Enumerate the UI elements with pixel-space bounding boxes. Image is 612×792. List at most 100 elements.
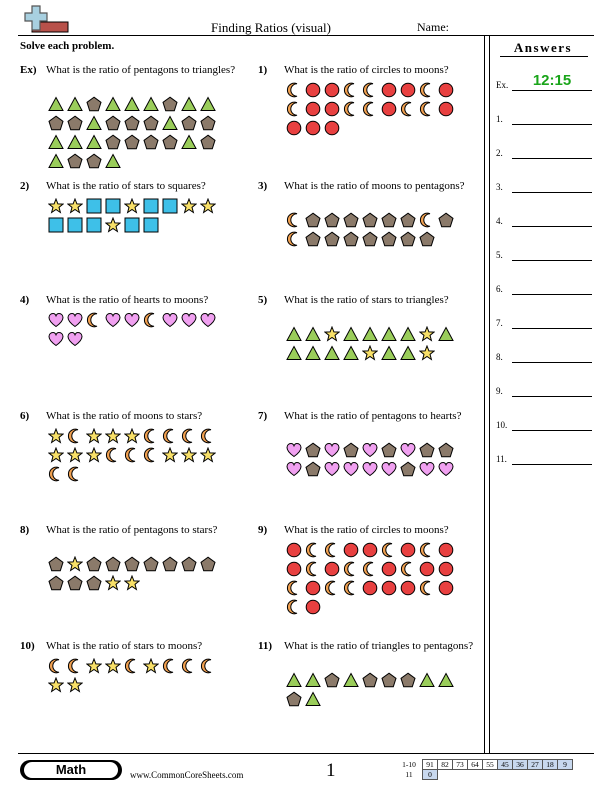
shape-group xyxy=(48,428,218,482)
triangle-icon xyxy=(343,345,359,360)
heart-icon xyxy=(438,461,454,477)
heart-icon xyxy=(286,461,302,477)
star-icon xyxy=(124,575,140,591)
score-cell: 73 xyxy=(452,759,468,770)
moon-icon xyxy=(362,101,374,117)
header-divider xyxy=(18,35,594,36)
star-icon xyxy=(200,198,216,214)
pentagon-icon xyxy=(343,231,359,247)
star-icon xyxy=(324,326,340,342)
pentagon-icon xyxy=(305,442,321,458)
pentagon-icon xyxy=(200,134,216,150)
moon-icon xyxy=(143,447,155,463)
answer-number: 3. xyxy=(496,182,503,192)
circle-icon xyxy=(286,561,302,577)
pentagon-icon xyxy=(105,115,121,131)
answer-number: 11. xyxy=(496,454,507,464)
answer-line[interactable] xyxy=(512,260,592,261)
circle-icon xyxy=(381,580,397,596)
answer-line[interactable] xyxy=(512,430,592,431)
circle-icon xyxy=(381,101,397,117)
answer-line[interactable] xyxy=(512,158,592,159)
pentagon-icon xyxy=(86,153,102,169)
circle-icon xyxy=(400,542,416,558)
square-icon xyxy=(105,198,121,214)
score-cell: 36 xyxy=(512,759,528,770)
pentagon-icon xyxy=(86,575,102,591)
pentagon-icon xyxy=(67,115,83,131)
triangle-icon xyxy=(86,134,102,149)
answer-number: 6. xyxy=(496,284,503,294)
pentagon-icon xyxy=(324,212,340,228)
answer-line[interactable] xyxy=(512,192,592,193)
score-cell: 91 xyxy=(422,759,438,770)
problem-question: What is the ratio of stars to moons? xyxy=(46,640,203,652)
star-icon xyxy=(419,326,435,342)
page-title: Finding Ratios (visual) xyxy=(211,20,331,35)
answer-line[interactable] xyxy=(512,294,592,295)
moon-icon xyxy=(86,312,98,328)
square-icon xyxy=(48,217,64,233)
heart-icon xyxy=(48,331,64,347)
triangle-icon xyxy=(305,691,321,706)
moon-icon xyxy=(162,428,174,444)
score-row-label: 1-10 xyxy=(402,760,416,769)
answer-line[interactable] xyxy=(512,226,592,227)
pentagon-icon xyxy=(143,115,159,131)
answer-number: 2. xyxy=(496,148,503,158)
triangle-icon xyxy=(400,326,416,341)
problem-number: 7) xyxy=(258,410,268,422)
answer-line[interactable] xyxy=(512,464,592,465)
heart-icon xyxy=(419,461,435,477)
pentagon-icon xyxy=(48,115,64,131)
answers-heading-rule xyxy=(500,56,588,57)
pentagon-icon xyxy=(86,556,102,572)
problem-question: What is the ratio of pentagons to hearts… xyxy=(284,410,462,422)
score-cell: 0 xyxy=(422,769,438,780)
square-icon xyxy=(162,198,178,214)
star-icon xyxy=(48,198,64,214)
star-icon xyxy=(67,198,83,214)
answer-line[interactable] xyxy=(512,396,592,397)
score-cell: 9 xyxy=(557,759,573,770)
answer-line[interactable] xyxy=(512,328,592,329)
star-icon xyxy=(181,198,197,214)
shape-group xyxy=(48,658,218,693)
triangle-icon xyxy=(305,672,321,687)
pentagon-icon xyxy=(381,212,397,228)
star-icon xyxy=(105,428,121,444)
circle-icon xyxy=(324,101,340,117)
pentagon-icon xyxy=(200,115,216,131)
pentagon-icon xyxy=(381,442,397,458)
moon-icon xyxy=(48,658,60,674)
site-link[interactable]: www.CommonCoreSheets.com xyxy=(130,770,244,780)
pentagon-icon xyxy=(105,556,121,572)
circle-icon xyxy=(343,542,359,558)
square-icon xyxy=(143,217,159,233)
pentagon-icon xyxy=(400,231,416,247)
problem-question: What is the ratio of stars to triangles? xyxy=(284,294,449,306)
problem-question: What is the ratio of circles to moons? xyxy=(284,64,449,76)
moon-icon xyxy=(400,101,412,117)
problem-number: Ex) xyxy=(20,64,37,76)
heart-icon xyxy=(200,312,216,328)
pentagon-icon xyxy=(143,556,159,572)
triangle-icon xyxy=(305,326,321,341)
pentagon-icon xyxy=(305,231,321,247)
shape-group xyxy=(286,326,456,361)
score-cell: 27 xyxy=(527,759,543,770)
problem-question: What is the ratio of hearts to moons? xyxy=(46,294,209,306)
moon-icon xyxy=(67,658,79,674)
heart-icon xyxy=(343,461,359,477)
problem-question: What is the ratio of stars to squares? xyxy=(46,180,206,192)
shape-group xyxy=(286,672,456,707)
circle-icon xyxy=(305,580,321,596)
problem-number: 11) xyxy=(258,640,273,652)
triangle-icon xyxy=(86,115,102,130)
answer-line[interactable] xyxy=(512,362,592,363)
circle-icon xyxy=(438,580,454,596)
answer-line[interactable] xyxy=(512,124,592,125)
moon-icon xyxy=(324,542,336,558)
pentagon-icon xyxy=(124,134,140,150)
answer-number: 9. xyxy=(496,386,503,396)
